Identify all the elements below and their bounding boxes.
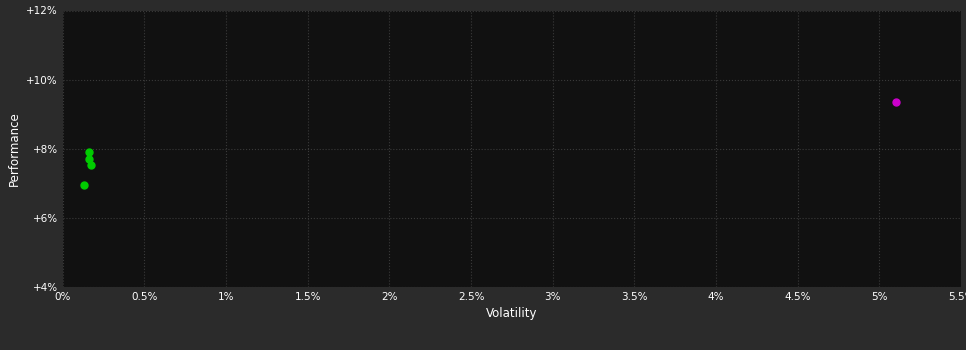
Point (83, 162, 99, 168)
Point (888, 99, 903, 105)
Point (76, 182, 92, 188)
Y-axis label: Performance: Performance (8, 111, 20, 186)
X-axis label: Volatility: Volatility (486, 307, 538, 320)
Point (81, 149, 97, 155)
Point (81, 156, 97, 162)
